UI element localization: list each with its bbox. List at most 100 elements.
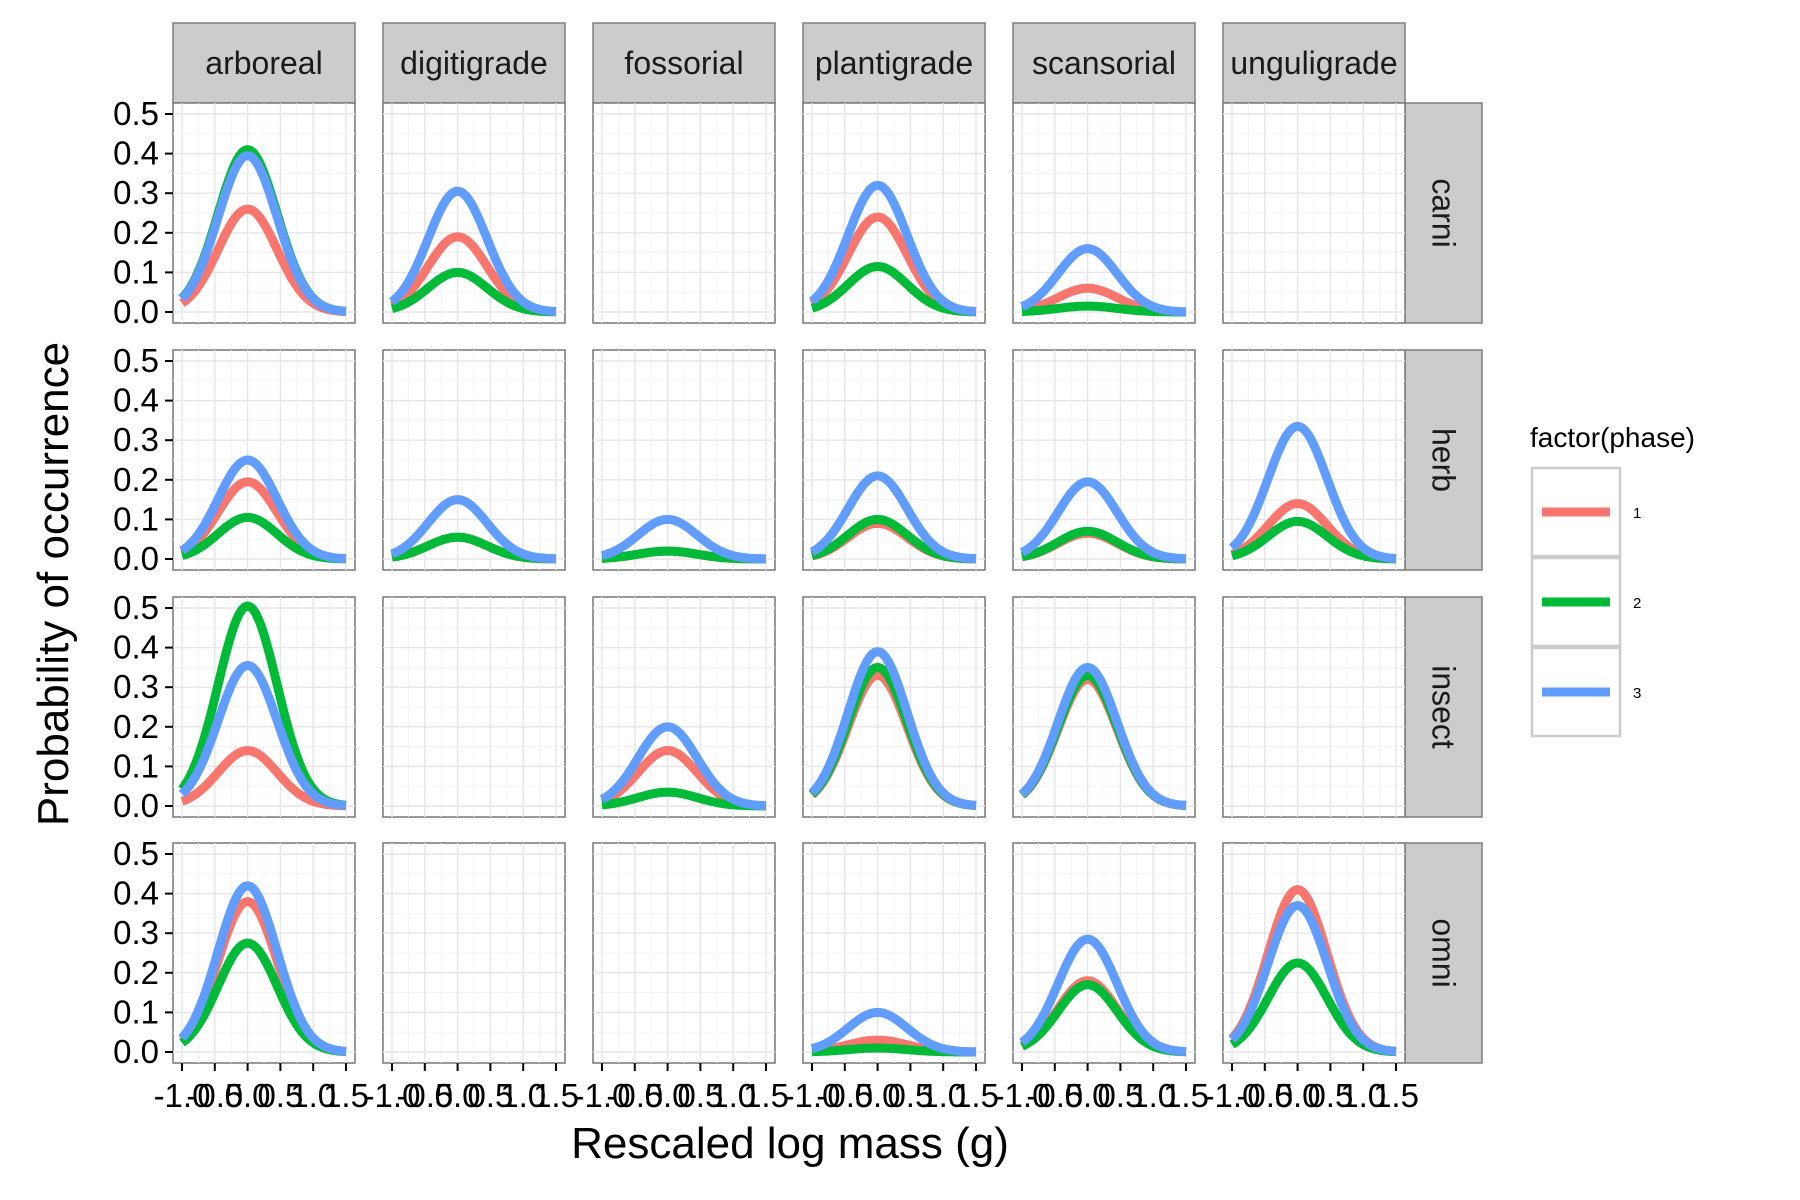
panel-insect-digitigrade [382, 596, 566, 818]
x-tick-label: -0.5 [606, 1077, 663, 1114]
series-line-phase-3 [1228, 901, 1398, 1056]
panel-carni-unguligrade [1222, 102, 1406, 324]
y-tick-label: 0.5 [113, 835, 159, 872]
x-tick-label: 0.5 [887, 1077, 933, 1114]
series-line-phase-3 [179, 455, 348, 564]
y-tick-label: 0.1 [113, 993, 159, 1030]
x-tick-label: -0.5 [1236, 1077, 1293, 1114]
legend-label: 1 [1633, 505, 1641, 522]
column-strip-bg [382, 22, 566, 104]
y-tick-label: 0.2 [113, 954, 159, 991]
series-line-phase-3 [389, 186, 558, 316]
y-tick-label: 0.4 [113, 382, 159, 419]
series-line-phase-3 [809, 471, 978, 564]
x-tick-label: 0.0 [1065, 1077, 1111, 1114]
x-tick-label: 0.5 [257, 1077, 303, 1114]
x-tick-label: 1.0 [920, 1077, 966, 1114]
x-tick-label: 0.5 [467, 1077, 513, 1114]
series-line-phase-2 [1230, 516, 1398, 564]
panel-herb-unguligrade [1222, 349, 1406, 571]
y-tick-label: 0.0 [113, 293, 159, 330]
series-line-phase-3 [1019, 477, 1188, 564]
row-strip-herb: herb [1404, 349, 1483, 571]
y-tick-label: 0.4 [113, 135, 159, 172]
x-tick-label: -1.0 [154, 1077, 211, 1114]
x-tick-label: 1.0 [500, 1077, 546, 1114]
panel-carni-fossorial [592, 102, 776, 324]
column-strip-label: scansorial [1032, 45, 1176, 81]
series-line-phase-3 [390, 495, 558, 564]
x-tick-label: 0.0 [1275, 1077, 1321, 1114]
panel-omni-unguligrade [1222, 842, 1406, 1064]
column-strip-bg [1012, 22, 1196, 104]
x-tick-label: 1.5 [1373, 1077, 1419, 1114]
row-strip-label: carni [1426, 178, 1462, 247]
y-tick-label: 0.2 [113, 708, 159, 745]
x-tick-label: 1.5 [953, 1077, 999, 1114]
x-tick-label: 1.5 [743, 1077, 789, 1114]
column-strip-label: digitigrade [400, 45, 548, 81]
row-strip-label: insect [1426, 665, 1462, 749]
panel-insect-arboreal [172, 596, 356, 818]
x-tick-label: -1.0 [784, 1077, 841, 1114]
y-tick-label: 0.2 [113, 214, 159, 251]
row-strip-bg [1404, 842, 1483, 1064]
column-strip-unguligrade: unguligrade [1222, 22, 1406, 104]
series-line-phase-3 [1020, 244, 1188, 317]
panel-carni-plantigrade [802, 102, 986, 324]
y-tick-label: 0.3 [113, 668, 159, 705]
column-strip-scansorial: scansorial [1012, 22, 1196, 104]
row-strip-label: omni [1426, 918, 1462, 987]
row-strip-carni: carni [1404, 102, 1483, 324]
panel-carni-arboreal [172, 102, 356, 324]
panel-insect-fossorial [592, 596, 776, 818]
y-tick-label: 0.3 [113, 421, 159, 458]
x-tick-label: 0.5 [1097, 1077, 1143, 1114]
y-tick-label: 0.0 [113, 787, 159, 824]
panel-herb-scansorial [1012, 349, 1196, 571]
panel-herb-plantigrade [802, 349, 986, 571]
y-tick-label: 0.0 [113, 1033, 159, 1070]
legend-label: 3 [1633, 685, 1641, 702]
column-strip-label: arboreal [205, 45, 322, 81]
legend: 1 2 3 [1530, 466, 1641, 738]
series-line-phase-3 [808, 647, 978, 810]
x-tick-label: 1.0 [290, 1077, 336, 1114]
y-tick-label: 0.1 [113, 253, 159, 290]
panel-carni-digitigrade [382, 102, 566, 324]
panel-herb-digitigrade [382, 349, 566, 571]
x-tick-label: 1.0 [1340, 1077, 1386, 1114]
x-tick-label: -0.5 [1026, 1077, 1083, 1114]
x-tick-label: -0.5 [186, 1077, 243, 1114]
series-line-phase-3 [810, 1007, 978, 1057]
series-line-phase-3 [1228, 421, 1398, 563]
x-tick-label: 0.0 [435, 1077, 481, 1114]
x-tick-label: -1.0 [994, 1077, 1051, 1114]
y-tick-label: 0.5 [113, 342, 159, 379]
panel-insect-scansorial [1012, 596, 1196, 818]
series-line-phase-3 [599, 722, 768, 811]
legend-item-1: 1 [1530, 466, 1641, 558]
column-strip-plantigrade: plantigrade [802, 22, 986, 104]
x-tick-label: 0.0 [855, 1077, 901, 1114]
y-tick-label: 0.5 [113, 589, 159, 626]
series-line-phase-3 [178, 881, 348, 1056]
column-strip-label: fossorial [624, 45, 743, 81]
y-tick-label: 0.4 [113, 629, 159, 666]
x-tick-label: -1.0 [574, 1077, 631, 1114]
column-strip-arboreal: arboreal [172, 22, 356, 104]
row-strip-omni: omni [1404, 842, 1483, 1064]
y-tick-label: 0.5 [113, 95, 159, 132]
series-line-phase-3 [1018, 662, 1188, 810]
x-tick-label: 1.5 [1163, 1077, 1209, 1114]
legend-item-2: 2 [1530, 556, 1641, 648]
y-tick-label: 0.2 [113, 461, 159, 498]
x-tick-label: 0.0 [225, 1077, 271, 1114]
x-tick-label: -0.5 [396, 1077, 453, 1114]
panel-herb-arboreal [172, 349, 356, 571]
panel-herb-fossorial [592, 349, 776, 571]
row-strip-bg [1404, 102, 1483, 324]
panel-insect-plantigrade [802, 596, 986, 818]
x-tick-label: 1.0 [1130, 1077, 1176, 1114]
